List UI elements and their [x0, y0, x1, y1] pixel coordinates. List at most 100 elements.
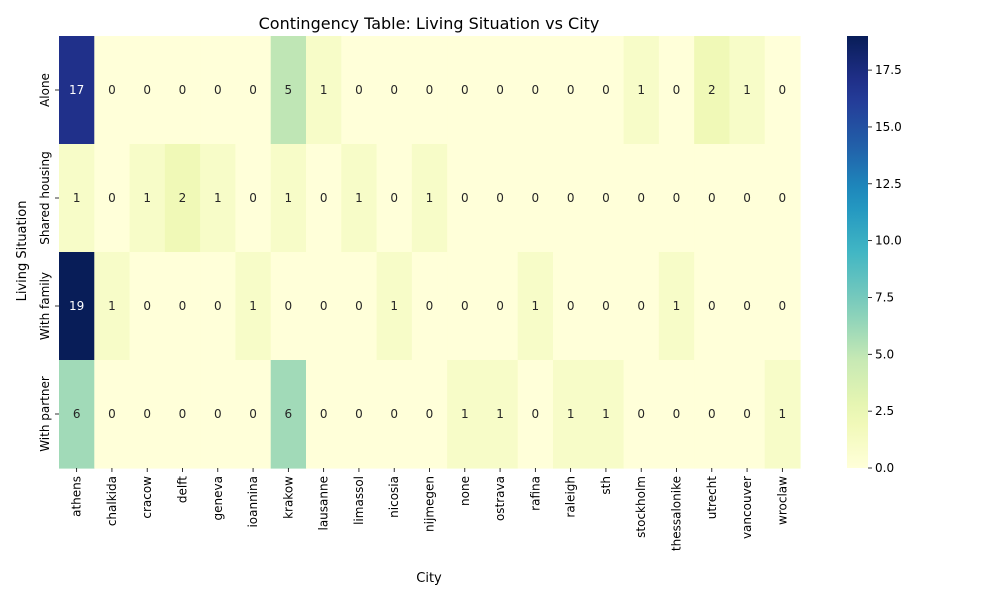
- cell-value-label: 1: [532, 299, 540, 313]
- heatmap-cell: [376, 36, 413, 145]
- cell-value-label: 19: [69, 299, 84, 313]
- cell-value-label: 1: [73, 191, 81, 205]
- cell-value-label: 0: [143, 407, 151, 421]
- heatmap-cell: [94, 360, 131, 469]
- x-tick-label: lausanne: [317, 476, 331, 531]
- heatmap-cell: [694, 36, 731, 145]
- cell-value-label: 1: [214, 191, 222, 205]
- heatmap-cell: [164, 36, 201, 145]
- heatmap-cell: [729, 360, 766, 469]
- heatmap-cell: [376, 252, 413, 361]
- cell-value-label: 0: [496, 299, 504, 313]
- cell-value-label: 2: [708, 83, 716, 97]
- heatmap-cell: [588, 252, 625, 361]
- colorbar: 0.0 2.5 5.0 7.5 10.0 12.5 15.0 17.5: [847, 36, 902, 475]
- cell-value-label: 0: [708, 299, 716, 313]
- heatmap-cell: [411, 252, 448, 361]
- cell-value-label: 0: [249, 191, 257, 205]
- heatmap-cell: [306, 36, 342, 145]
- x-axis-label: City: [416, 571, 442, 586]
- heatmap-cell: [306, 252, 342, 361]
- heatmap-cell: [164, 252, 201, 361]
- cell-value-label: 0: [779, 83, 787, 97]
- cell-value-label: 0: [461, 83, 469, 97]
- colorbar-gradient: [847, 36, 868, 468]
- x-tick-label: rafina: [528, 476, 542, 511]
- heatmap-cells: 17 0 0 0 0 0 5 1 0 0 0 0 0 0 0 0 1 0 2 1 01 0 1 2 1 0 1 0 1 0 1 0 0 0 0 0 0 0…: [59, 36, 801, 469]
- cell-value-label: 0: [708, 191, 716, 205]
- cell-value-label: 0: [637, 299, 645, 313]
- x-tick-label: cracow: [140, 476, 154, 519]
- heatmap-cell: [517, 360, 554, 469]
- x-tick-label: utrecht: [705, 476, 719, 520]
- cell-value-label: 0: [390, 407, 398, 421]
- x-tick-label: nicosia: [387, 476, 401, 518]
- heatmap-cell: [447, 144, 484, 253]
- heatmap-cell: [658, 360, 695, 469]
- cell-value-label: 0: [532, 191, 540, 205]
- heatmap-cell: [694, 252, 731, 361]
- heatmap-cell: [447, 360, 484, 469]
- heatmap-cell: [482, 36, 519, 145]
- heatmap-cell: [658, 144, 695, 253]
- cell-value-label: 0: [532, 83, 540, 97]
- x-tick-label: athens: [70, 476, 84, 517]
- cell-value-label: 0: [602, 299, 610, 313]
- cell-value-label: 0: [779, 191, 787, 205]
- cell-value-label: 2: [179, 191, 187, 205]
- heatmap-cell: [200, 36, 237, 145]
- cell-value-label: 1: [143, 191, 151, 205]
- heatmap-cell: [235, 144, 272, 253]
- heatmap-cell: [376, 360, 413, 469]
- heatmap-cell: [623, 360, 660, 469]
- heatmap-cell: [411, 36, 448, 145]
- heatmap-cell: [341, 252, 378, 361]
- cell-value-label: 0: [214, 407, 222, 421]
- colorbar-tick-label: 12.5: [875, 177, 902, 191]
- cell-value-label: 0: [567, 83, 575, 97]
- x-tick-label: geneva: [211, 476, 225, 520]
- heatmap-cell: [694, 360, 731, 469]
- cell-value-label: 17: [69, 83, 84, 97]
- heatmap-cell: [270, 360, 307, 469]
- cell-value-label: 1: [779, 407, 787, 421]
- heatmap-cell: [482, 144, 519, 253]
- cell-value-label: 0: [637, 191, 645, 205]
- cell-value-label: 0: [567, 191, 575, 205]
- y-tick-label: With family: [38, 272, 52, 340]
- cell-value-label: 0: [426, 83, 434, 97]
- heatmap-cell: [623, 36, 660, 145]
- heatmap-cell: [59, 360, 95, 469]
- heatmap-cell: [553, 252, 589, 361]
- cell-value-label: 1: [637, 83, 645, 97]
- cell-value-label: 1: [320, 83, 328, 97]
- cell-value-label: 0: [249, 83, 257, 97]
- y-tick-label: Alone: [38, 73, 52, 107]
- heatmap-cell: [553, 360, 589, 469]
- heatmap-cell: [588, 36, 625, 145]
- heatmap-cell: [764, 144, 801, 253]
- heatmap-cell: [129, 360, 166, 469]
- heatmap-cell: [376, 144, 413, 253]
- cell-value-label: 1: [285, 191, 293, 205]
- heatmap-cell: [59, 252, 95, 361]
- x-tick-label: thessalonike: [670, 476, 684, 551]
- x-tick-label: raleigh: [564, 476, 578, 518]
- cell-value-label: 0: [567, 299, 575, 313]
- cell-value-label: 0: [779, 299, 787, 313]
- cell-value-label: 0: [320, 191, 328, 205]
- colorbar-tick-label: 5.0: [875, 347, 894, 361]
- cell-value-label: 1: [390, 299, 398, 313]
- heatmap-cell: [729, 252, 766, 361]
- heatmap-cell: [411, 360, 448, 469]
- x-tick-label: vancouver: [740, 476, 754, 539]
- cell-value-label: 1: [461, 407, 469, 421]
- heatmap-cell: [306, 144, 342, 253]
- x-tick-label: chalkida: [105, 476, 119, 526]
- cell-value-label: 0: [214, 83, 222, 97]
- cell-value-label: 5: [285, 83, 293, 97]
- cell-value-label: 0: [602, 83, 610, 97]
- heatmap-cell: [588, 360, 625, 469]
- colorbar-tick-label: 2.5: [875, 404, 894, 418]
- heatmap-cell: [764, 36, 801, 145]
